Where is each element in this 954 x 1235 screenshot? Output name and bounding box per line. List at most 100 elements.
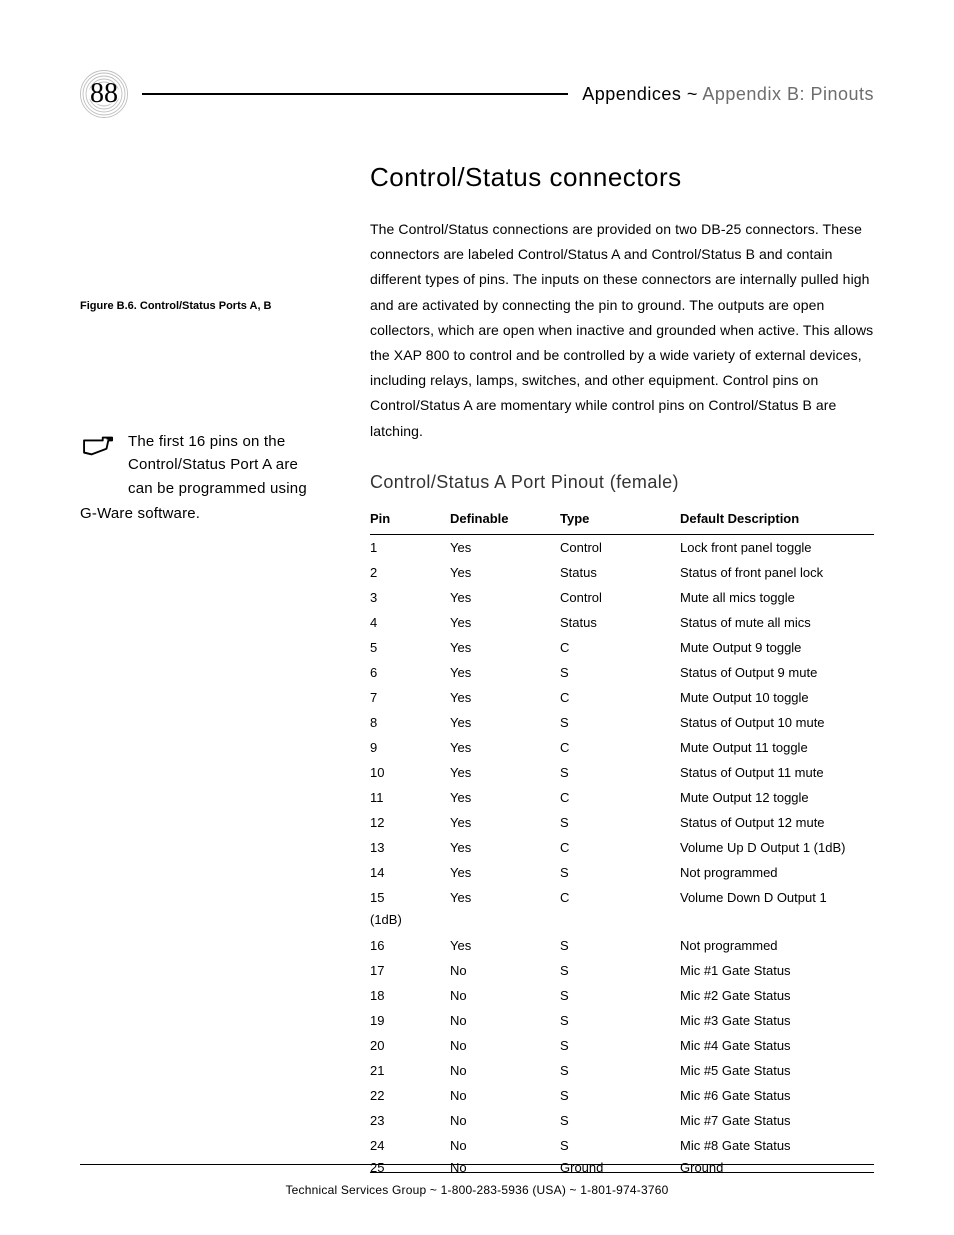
pinout-table: Pin Definable Type Default Description 1…	[370, 511, 874, 1173]
cell-type: S	[560, 1033, 680, 1058]
cell-pin: 14	[370, 860, 450, 885]
table-row: 2YesStatusStatus of front panel lock	[370, 560, 874, 585]
cell-pin: 9	[370, 735, 450, 760]
table-row: 23NoSMic #7 Gate Status	[370, 1108, 874, 1133]
footer-text: Technical Services Group ~ 1-800-283-593…	[285, 1183, 668, 1197]
cell-def: No	[450, 1033, 560, 1058]
cell-pin: 4	[370, 610, 450, 635]
cell-desc: Not programmed	[680, 860, 874, 885]
note-line-2: Control/Status Port A are	[128, 456, 298, 473]
cell-desc: Status of front panel lock	[680, 560, 874, 585]
cell-def: Yes	[450, 835, 560, 860]
main-column: Control/Status connectors The Control/St…	[370, 162, 874, 1173]
cell-desc: Mic #8 Gate Status	[680, 1133, 874, 1158]
th-type: Type	[560, 511, 680, 535]
cell-pin: 21	[370, 1058, 450, 1083]
cell-def: No	[450, 1133, 560, 1158]
cell-desc: Status of Output 9 mute	[680, 660, 874, 685]
cell-type: C	[560, 835, 680, 860]
cell-desc: Mute Output 12 toggle	[680, 785, 874, 810]
cell-type: S	[560, 983, 680, 1008]
cell-pin: 23	[370, 1108, 450, 1133]
table-row: 10YesSStatus of Output 11 mute	[370, 760, 874, 785]
cell-def: Yes	[450, 560, 560, 585]
cell-type: S	[560, 958, 680, 983]
cell-def: Yes	[450, 860, 560, 885]
table-row: 3YesControlMute all mics toggle	[370, 585, 874, 610]
cell-desc: Mute all mics toggle	[680, 585, 874, 610]
table-row: 13YesCVolume Up D Output 1 (1dB)	[370, 835, 874, 860]
appendix-label-thin: Appendix B: Pinouts	[698, 84, 874, 104]
cell-def: No	[450, 958, 560, 983]
cell-def: Yes	[450, 810, 560, 835]
th-definable: Definable	[450, 511, 560, 535]
section-title: Control/Status connectors	[370, 162, 874, 193]
note-line-4: G-Ware software.	[80, 502, 346, 525]
table-row: 15YesCVolume Down D Output 1	[370, 885, 874, 910]
cell-type: C	[560, 735, 680, 760]
table-row: 14YesSNot programmed	[370, 860, 874, 885]
cell-def: Yes	[450, 885, 560, 910]
table-row: 1YesControlLock front panel toggle	[370, 534, 874, 560]
cell-type: S	[560, 933, 680, 958]
cell-type: C	[560, 635, 680, 660]
cell-desc: Lock front panel toggle	[680, 534, 874, 560]
table-row: 9YesCMute Output 11 toggle	[370, 735, 874, 760]
cell-type: S	[560, 1083, 680, 1108]
cell-pin: 17	[370, 958, 450, 983]
cell-pin: 15	[370, 885, 450, 910]
cell-pin: 10	[370, 760, 450, 785]
intro-paragraph: The Control/Status connections are provi…	[370, 217, 874, 444]
table-row: 18NoSMic #2 Gate Status	[370, 983, 874, 1008]
table-row: 17NoSMic #1 Gate Status	[370, 958, 874, 983]
cell-desc: Mic #4 Gate Status	[680, 1033, 874, 1058]
table-row: 22NoSMic #6 Gate Status	[370, 1083, 874, 1108]
cell-def: Yes	[450, 534, 560, 560]
table-header-row: Pin Definable Type Default Description	[370, 511, 874, 535]
page-number: 88	[90, 80, 118, 108]
cell-pin: 6	[370, 660, 450, 685]
cell-desc: Mute Output 10 toggle	[680, 685, 874, 710]
cell-desc: Status of Output 12 mute	[680, 810, 874, 835]
cell-pin: 20	[370, 1033, 450, 1058]
page-footer: Technical Services Group ~ 1-800-283-593…	[80, 1164, 874, 1197]
cell-pin: 13	[370, 835, 450, 860]
cell-def: Yes	[450, 760, 560, 785]
cell-desc: Mic #2 Gate Status	[680, 983, 874, 1008]
cell-def: No	[450, 1108, 560, 1133]
figure-caption: Figure B.6. Control/Status Ports A, B	[80, 300, 346, 312]
cell-pin: 24	[370, 1133, 450, 1158]
cell-pin: 5	[370, 635, 450, 660]
header-rule	[142, 93, 568, 95]
cell-type: C	[560, 785, 680, 810]
cell-def: Yes	[450, 585, 560, 610]
cell-type: Status	[560, 610, 680, 635]
table-row: 12YesSStatus of Output 12 mute	[370, 810, 874, 835]
cell-pin: 12	[370, 810, 450, 835]
cell-type: C	[560, 885, 680, 910]
cell-desc: Mute Output 9 toggle	[680, 635, 874, 660]
cell-pin: 3	[370, 585, 450, 610]
cell-type: Control	[560, 585, 680, 610]
table-row: 7YesCMute Output 10 toggle	[370, 685, 874, 710]
cell-type: C	[560, 685, 680, 710]
note-line-1: The first 16 pins on the	[128, 433, 285, 450]
body-columns: Figure B.6. Control/Status Ports A, B Th…	[80, 162, 874, 1173]
side-column: Figure B.6. Control/Status Ports A, B Th…	[80, 162, 370, 525]
cell-desc: Mic #6 Gate Status	[680, 1083, 874, 1108]
cell-type: S	[560, 1058, 680, 1083]
cell-type: S	[560, 1108, 680, 1133]
table-row: 16YesSNot programmed	[370, 933, 874, 958]
cell-type: S	[560, 1008, 680, 1033]
table-row: 24NoSMic #8 Gate Status	[370, 1133, 874, 1158]
cell-pin: 11	[370, 785, 450, 810]
cell-type: S	[560, 860, 680, 885]
table-row: 19NoSMic #3 Gate Status	[370, 1008, 874, 1033]
appendix-label: Appendices ~ Appendix B: Pinouts	[582, 84, 874, 105]
table-row: 4YesStatusStatus of mute all mics	[370, 610, 874, 635]
cell-def: No	[450, 983, 560, 1008]
cell-desc: Mic #1 Gate Status	[680, 958, 874, 983]
cell-desc: Mic #5 Gate Status	[680, 1058, 874, 1083]
cell-pin-extra: (1dB)	[370, 910, 874, 933]
cell-def: Yes	[450, 660, 560, 685]
